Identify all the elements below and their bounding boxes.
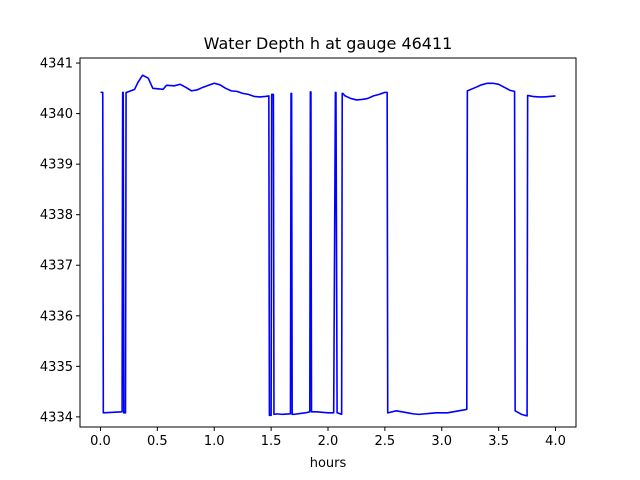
y-tick-label: 4339	[40, 158, 73, 173]
chart-title: Water Depth h at gauge 46411	[204, 34, 453, 53]
y-tick-label: 4334	[40, 410, 73, 425]
x-tick-label: 1.5	[261, 434, 282, 449]
x-tick-label: 0.5	[147, 434, 168, 449]
y-tick-label: 4341	[40, 57, 73, 72]
x-tick-label: 2.0	[318, 434, 339, 449]
x-tick-label: 3.5	[488, 434, 509, 449]
x-axis-label: hours	[310, 456, 347, 471]
y-tick-label: 4337	[40, 259, 73, 274]
x-tick-label: 1.0	[204, 434, 225, 449]
y-tick-label: 4340	[40, 107, 73, 122]
x-tick-label: 4.0	[545, 434, 566, 449]
x-tick-label: 3.0	[431, 434, 452, 449]
y-tick-label: 4338	[40, 208, 73, 223]
series-line-0	[100, 74, 556, 417]
x-tick-label: 0.0	[90, 434, 111, 449]
x-tick-label: 2.5	[375, 434, 396, 449]
y-tick-label: 4336	[40, 309, 73, 324]
plot-area: 0.0 0.5 1.0 1.5 2.0 2.5 3.0 3.5 4.0 4334 4335 4336 4…	[40, 57, 577, 449]
y-tick-label: 4335	[40, 360, 73, 375]
